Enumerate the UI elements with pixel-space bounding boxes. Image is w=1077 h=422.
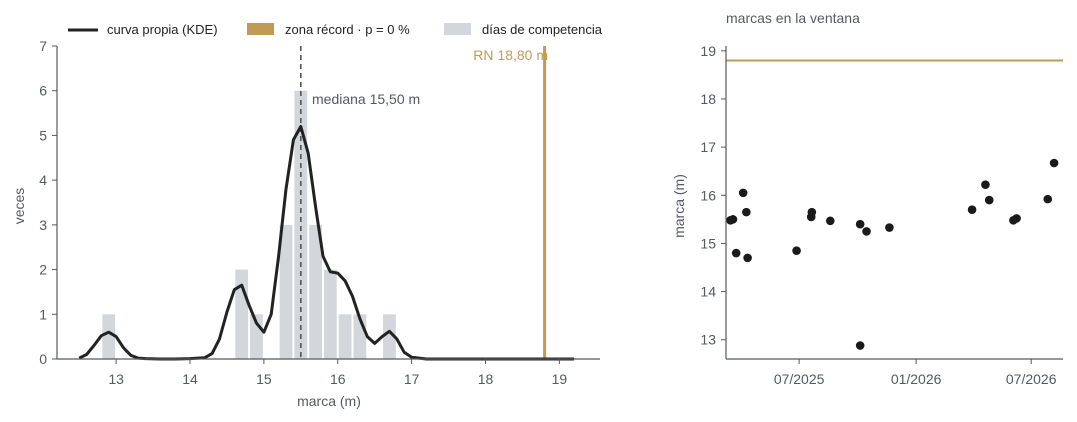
histogram-bar xyxy=(323,269,337,359)
y-tick-label: 3 xyxy=(39,217,47,233)
median-label: mediana 15,50 m xyxy=(312,91,420,107)
scatter-point xyxy=(743,253,752,263)
histogram-bar xyxy=(383,314,396,359)
left-ylabel: veces xyxy=(11,188,27,225)
scatter-points xyxy=(726,158,1059,350)
legend-days-swatch xyxy=(444,23,471,35)
x-tick-label: 13 xyxy=(108,371,124,387)
scatter-point xyxy=(967,205,977,215)
legend-kde-label: curva propia (KDE) xyxy=(107,22,218,37)
y-tick-label: 19 xyxy=(700,43,716,59)
y-tick-label: 16 xyxy=(700,187,716,203)
scatter-point xyxy=(807,207,817,217)
scatter-point xyxy=(1012,214,1021,223)
scatter-point xyxy=(885,223,894,232)
histogram-bar xyxy=(102,314,116,359)
scatter-point xyxy=(742,207,751,217)
scatter-point xyxy=(825,216,835,226)
histogram-bar xyxy=(294,90,308,359)
histogram-bar xyxy=(279,224,293,359)
y-tick-label: 6 xyxy=(39,83,47,99)
scatter-point xyxy=(855,219,865,229)
histogram-bar xyxy=(338,314,352,359)
scatter-point xyxy=(855,341,865,350)
legend-record-swatch xyxy=(247,23,274,35)
x-tick-label: 15 xyxy=(256,371,272,387)
scatter-point xyxy=(981,180,990,189)
scatter-point xyxy=(862,227,871,236)
y-tick-label: 4 xyxy=(39,172,47,188)
x-tick-label: 19 xyxy=(552,371,568,387)
legend-record-label: zona récord · p = 0 % xyxy=(285,22,410,37)
histogram-bar xyxy=(235,269,249,359)
x-tick-label: 01/2026 xyxy=(891,371,942,387)
x-tick-label: 07/2025 xyxy=(774,371,825,387)
left-xlabel: marca (m) xyxy=(297,393,361,409)
left-axes: 13 14 15 16 17 18 19 0 1 2 3 4 5 6 7 xyxy=(39,38,600,387)
kde-curve-group xyxy=(78,125,575,361)
right-title: marcas en la ventana xyxy=(726,10,860,26)
y-tick-label: 0 xyxy=(39,351,47,367)
x-tick-label: 16 xyxy=(330,371,346,387)
scatter-point xyxy=(728,215,738,224)
scatter-point xyxy=(731,248,741,258)
y-tick-label: 15 xyxy=(700,235,716,251)
y-tick-label: 18 xyxy=(700,91,716,107)
record-label: RN 18,80 m xyxy=(473,47,548,63)
x-tick-label: 07/2026 xyxy=(1006,371,1057,387)
kde-curve xyxy=(78,125,575,361)
x-tick-label: 17 xyxy=(404,371,420,387)
histogram-bar xyxy=(309,224,322,359)
x-tick-label: 14 xyxy=(182,371,198,387)
right-ylabel: marca (m) xyxy=(671,174,687,238)
y-tick-label: 5 xyxy=(39,127,47,143)
y-tick-label: 7 xyxy=(39,38,47,54)
right-axes: 07/2025 01/2026 07/2026 13 14 15 16 17 18 19 xyxy=(700,43,1063,387)
scatter-point xyxy=(1043,194,1053,204)
scatter-point xyxy=(792,246,801,255)
legend-days-label: días de competencia xyxy=(482,22,603,37)
scatter-point xyxy=(984,195,994,205)
y-tick-label: 13 xyxy=(700,332,716,348)
x-tick-label: 18 xyxy=(478,371,494,387)
y-tick-label: 1 xyxy=(39,306,47,322)
scatter-point xyxy=(1049,158,1059,168)
legend: curva propia (KDE) zona récord · p = 0 %… xyxy=(68,22,603,37)
histogram-bars xyxy=(102,90,396,359)
scatter-point xyxy=(738,188,748,198)
y-tick-label: 17 xyxy=(700,139,716,155)
y-tick-label: 2 xyxy=(39,262,47,278)
y-tick-label: 14 xyxy=(700,284,716,300)
